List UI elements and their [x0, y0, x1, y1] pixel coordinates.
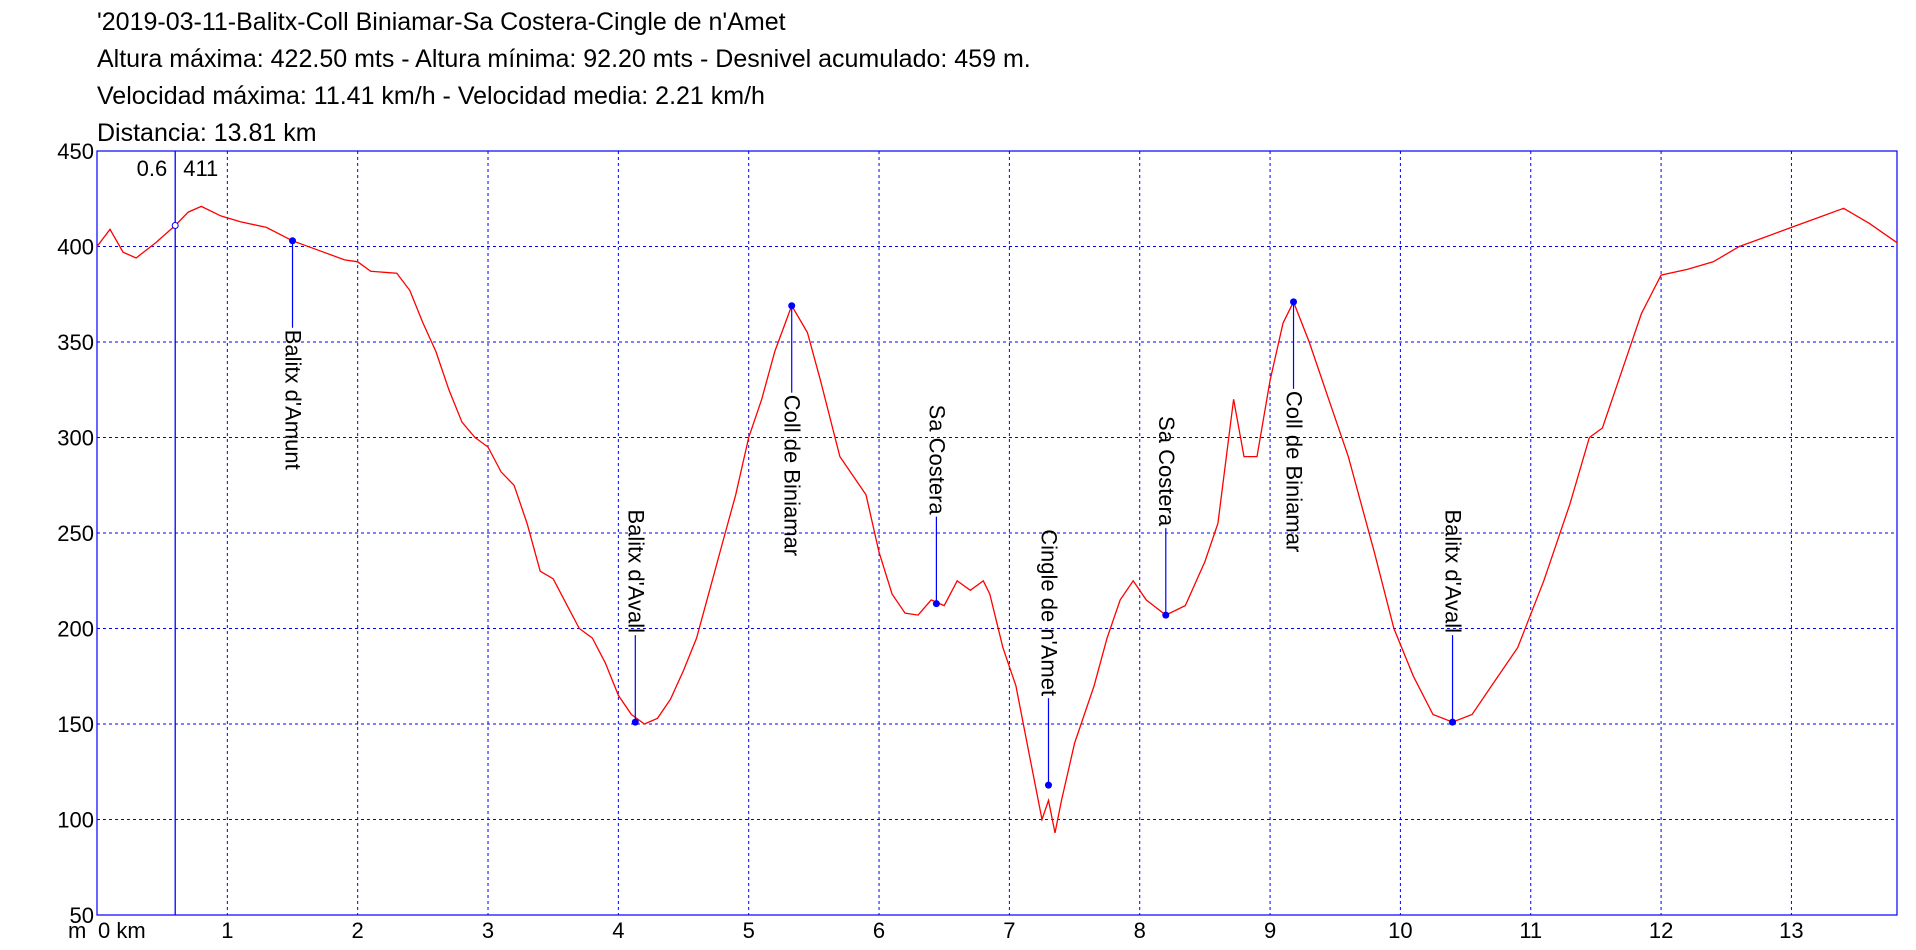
x-tick-label: 10 — [1388, 918, 1412, 943]
waypoint-marker — [1290, 298, 1298, 306]
y-tick-label: 450 — [57, 139, 94, 164]
x-tick-label: 12 — [1649, 918, 1673, 943]
x-tick-label: 13 — [1779, 918, 1803, 943]
waypoint-marker — [631, 718, 639, 726]
y-tick-label: 100 — [57, 808, 94, 833]
title-line: Altura máxima: 422.50 mts - Altura mínim… — [97, 45, 1031, 73]
plot-frame — [96, 150, 1898, 916]
profile-line — [96, 205, 1898, 834]
x-tick-label: 9 — [1264, 918, 1276, 943]
cursor-x-label: 0.6 — [137, 156, 168, 181]
x-tick-label: 11 — [1519, 918, 1542, 943]
waypoint-marker — [788, 302, 796, 310]
waypoint-label: Balitx d'Avall — [1441, 509, 1466, 633]
y-tick-label: 250 — [57, 521, 94, 546]
waypoint-label: Sa Costera — [924, 405, 949, 516]
waypoint-marker — [1162, 611, 1170, 619]
title-line: Distancia: 13.81 km — [97, 119, 317, 147]
cursor-point — [171, 221, 179, 229]
title-line: '2019-03-11-Balitx-Coll Biniamar-Sa Cost… — [97, 8, 786, 36]
x-tick-label: 3 — [482, 918, 494, 943]
x-tick-label: 4 — [612, 918, 624, 943]
title-line: Velocidad máxima: 11.41 km/h - Velocidad… — [97, 82, 765, 110]
cursor-y-label: 411 — [183, 156, 218, 181]
waypoint-marker — [932, 600, 940, 608]
waypoint-label: Balitx d'Amunt — [281, 330, 306, 470]
y-tick-label: 300 — [57, 426, 94, 451]
waypoint-label: Balitx d'Avall — [623, 509, 648, 633]
waypoint-marker — [1044, 781, 1052, 789]
x-tick-label: 5 — [743, 918, 755, 943]
waypoint-label: Sa Costera — [1154, 416, 1179, 527]
y-tick-label: 400 — [57, 235, 94, 260]
waypoint-marker — [289, 237, 297, 245]
x-tick-label: 0 km — [98, 918, 146, 943]
waypoint-marker — [1449, 718, 1457, 726]
y-unit: m — [68, 918, 86, 943]
x-tick-label: 7 — [1003, 918, 1015, 943]
y-tick-label: 50 — [70, 903, 94, 928]
waypoint-label: Cingle de n'Amet — [1036, 529, 1061, 696]
x-tick-label: 6 — [873, 918, 885, 943]
x-tick-label: 1 — [221, 918, 233, 943]
y-tick-label: 200 — [57, 617, 94, 642]
x-tick-label: 2 — [352, 918, 364, 943]
waypoint-label: Coll de Biniamar — [780, 395, 805, 556]
y-tick-label: 150 — [57, 712, 94, 737]
y-tick-label: 350 — [57, 330, 94, 355]
waypoint-label: Coll de Biniamar — [1282, 391, 1307, 552]
x-tick-label: 8 — [1134, 918, 1146, 943]
